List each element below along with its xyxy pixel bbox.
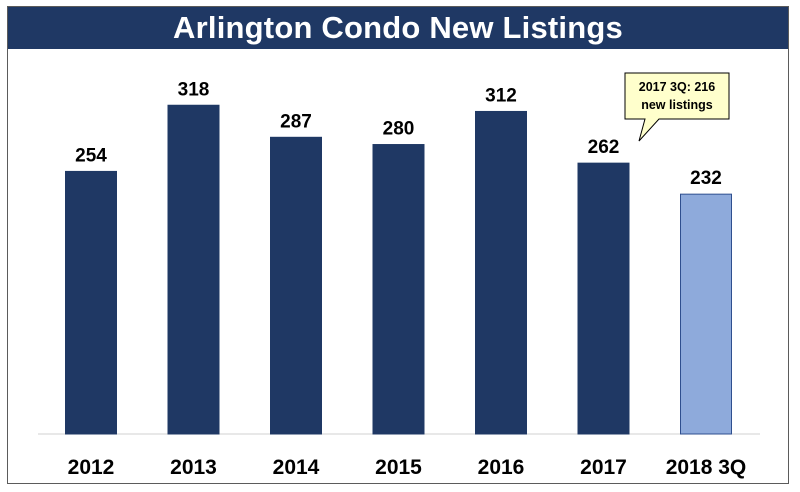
title-bar: Arlington Condo New Listings <box>8 7 788 49</box>
data-label: 254 <box>75 145 107 166</box>
callout-text-line: 2017 3Q: 216 <box>639 80 715 94</box>
bar-chart: 2542012318201328720142802015312201626220… <box>38 72 760 479</box>
bar-2015 <box>372 144 425 435</box>
bar-2016 <box>475 110 527 435</box>
data-label: 232 <box>690 168 722 189</box>
bar-2013 <box>167 104 220 435</box>
category-label: 2015 <box>375 456 422 479</box>
chart-title: Arlington Condo New Listings <box>173 10 623 45</box>
category-label: 2013 <box>170 456 217 479</box>
data-label: 287 <box>280 111 312 132</box>
data-label: 280 <box>383 119 415 140</box>
callout-box <box>624 72 730 142</box>
category-label: 2018 3Q <box>666 456 747 479</box>
data-label: 262 <box>588 137 620 158</box>
chart-frame: Arlington Condo New Listings 254 2012 318 2… <box>7 6 789 484</box>
callout-text-line: new listings <box>641 98 713 112</box>
data-label: 312 <box>485 85 517 106</box>
bar-2017 <box>577 162 630 435</box>
category-label: 2014 <box>273 456 320 479</box>
category-label: 2017 <box>580 456 627 479</box>
category-label: 2012 <box>68 456 115 479</box>
bar-2018-3q <box>680 193 732 435</box>
data-label: 318 <box>178 79 210 100</box>
bar-2012 <box>65 170 117 435</box>
category-label: 2016 <box>478 456 525 479</box>
callout-annotation: 2017 3Q: 216 new listings <box>624 72 730 142</box>
bar-2014 <box>270 136 322 435</box>
